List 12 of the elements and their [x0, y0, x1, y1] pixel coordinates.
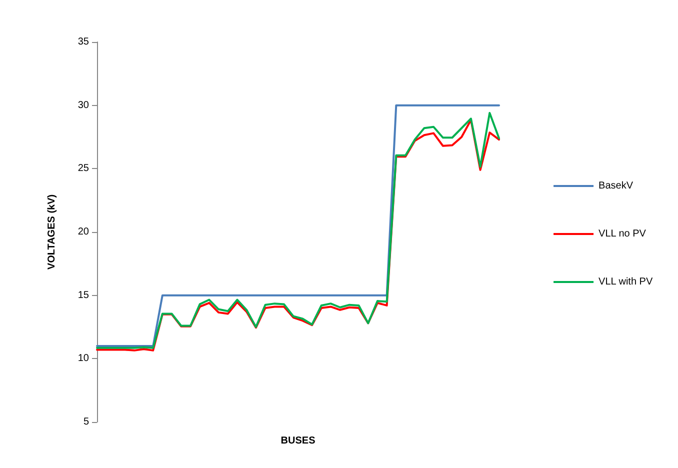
legend-label: VLL no PV: [598, 228, 646, 240]
y-tick-label: 10: [78, 353, 90, 364]
legend-label: BasekV: [598, 180, 634, 192]
y-tick-label: 5: [83, 416, 90, 428]
x-axis-title: BUSES: [280, 436, 316, 446]
y-tick-label: 20: [78, 226, 90, 238]
y-tick-label: 25: [78, 163, 90, 174]
legend-label: VLL with PV: [598, 276, 653, 288]
y-tick-label: 35: [78, 36, 90, 48]
y-tick-label: 15: [78, 290, 90, 301]
y-axis-title: VOLTAGES (kV): [46, 194, 58, 270]
y-tick-label: 30: [78, 100, 90, 111]
